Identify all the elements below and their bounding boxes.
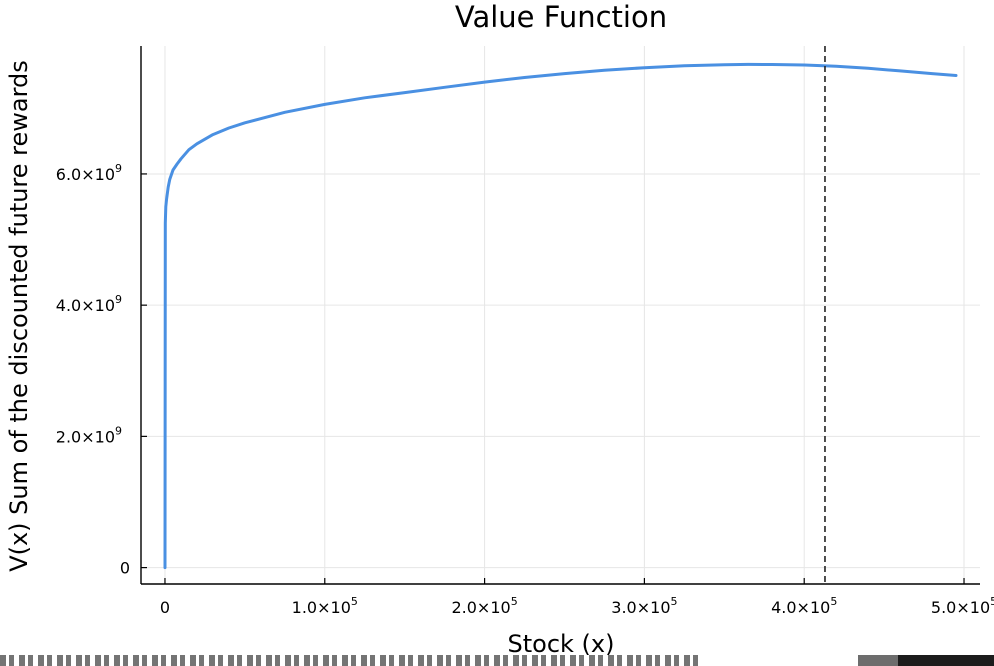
y-tick-exponent: 9 (115, 162, 122, 175)
y-axis-ticks: 0 2.0×109 4.0×109 6.0×109 (56, 162, 147, 578)
x-tick-exponent: 5 (830, 595, 837, 608)
y-tick-label: 2.0×109 (56, 424, 122, 446)
y-gridlines (141, 173, 980, 569)
cropped-text-sliver (0, 655, 700, 666)
cropped-dark-block (858, 655, 898, 666)
x-tick-label: 4.0×105 (771, 595, 837, 617)
bottom-cropped-strip (0, 655, 994, 666)
chart-title: Value Function (455, 0, 667, 34)
x-gridlines (164, 46, 965, 584)
cropped-darker-block (898, 655, 994, 666)
y-tick-exponent: 9 (115, 424, 122, 437)
x-axis-ticks: 0 1.0×105 2.0×105 3.0×105 4.0×105 5.0×105 (160, 578, 994, 617)
y-tick-label: 0 (120, 559, 130, 578)
x-axis-label: Stock (x) (508, 630, 615, 658)
x-tick-label: 0 (160, 598, 170, 617)
x-tick-label: 1.0×105 (292, 595, 358, 617)
x-tick-exponent: 5 (671, 595, 678, 608)
y-tick-label: 4.0×109 (56, 293, 122, 315)
value-function-line (163, 62, 958, 570)
x-tick-label: 2.0×105 (451, 595, 517, 617)
y-axis-label: V(x) Sum of the discounted future reward… (5, 60, 33, 572)
y-tick-exponent: 9 (115, 293, 122, 306)
x-tick-exponent: 5 (351, 595, 358, 608)
x-tick-label: 3.0×105 (611, 595, 677, 617)
x-tick-label: 5.0×105 (931, 595, 994, 617)
y-tick-label: 6.0×109 (56, 162, 122, 184)
x-tick-exponent: 5 (511, 595, 518, 608)
x-tick-exponent: 5 (990, 595, 994, 608)
